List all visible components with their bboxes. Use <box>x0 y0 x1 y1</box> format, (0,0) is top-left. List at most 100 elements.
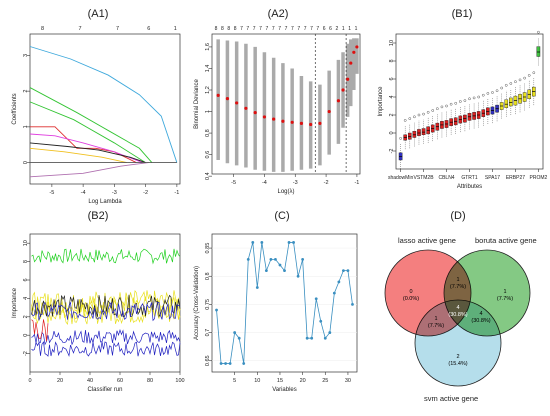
accuracy-point <box>337 280 341 284</box>
box-outlier <box>527 74 531 77</box>
x-tick-label: CBLN4 <box>438 175 454 181</box>
y-tick-label: 0.65 <box>205 355 211 366</box>
accuracy-point <box>219 362 223 365</box>
accuracy-point <box>246 257 250 261</box>
box-outlier <box>422 112 425 116</box>
x-axis-label: Log Lambda <box>88 199 122 205</box>
plot-frame <box>211 33 361 175</box>
x-tick-label: 0 <box>28 378 31 384</box>
x-tick-label: shadowMin <box>388 175 414 181</box>
importance-line <box>31 301 181 322</box>
y-tick-label: 0.7 <box>205 329 211 337</box>
y-tick-label: 0.6 <box>205 151 211 159</box>
accuracy-point <box>228 362 232 365</box>
venn-label-lasso: lasso active gene <box>398 236 456 245</box>
accuracy-point <box>328 331 332 334</box>
accuracy-point <box>278 263 282 267</box>
plot-frame <box>211 233 358 373</box>
box-outlier <box>509 82 513 85</box>
y-tick-label: 1 <box>23 125 29 128</box>
box <box>509 97 513 107</box>
importance-line <box>31 341 181 357</box>
coef-path <box>29 46 178 163</box>
x-tick-label: -3 <box>293 180 298 186</box>
top-count-label: 7 <box>297 26 300 32</box>
top-count-label: 7 <box>285 26 288 32</box>
accuracy-point <box>242 362 246 365</box>
x-tick-label: 20 <box>57 378 63 384</box>
coef-path <box>29 147 127 164</box>
top-count-label: 7 <box>310 26 313 32</box>
box-outlier <box>486 92 490 95</box>
x-tick-label: -5 <box>231 180 236 186</box>
box-outlier <box>459 100 462 103</box>
y-tick-label: -2 <box>23 351 29 356</box>
y-tick-label: 0.4 <box>205 172 211 180</box>
deviance-point <box>309 122 313 127</box>
top-count-label: 7 <box>266 26 269 32</box>
deviance-point <box>341 88 345 92</box>
x-tick-label: 5 <box>233 378 236 384</box>
y-tick-label: 4 <box>23 297 29 300</box>
deviance-point <box>244 106 248 110</box>
box-outlier <box>537 30 540 34</box>
accuracy-point <box>237 336 241 340</box>
accuracy-point <box>287 241 291 244</box>
y-tick-label: -2 <box>389 149 395 154</box>
accuracy-point <box>310 336 314 340</box>
box-outlier <box>413 115 416 119</box>
top-count-label: 7 <box>278 26 281 32</box>
y-tick-label: 4 <box>389 95 395 98</box>
y-tick-label: 2 <box>23 90 29 93</box>
top-count-label: 1 <box>342 26 345 32</box>
box <box>536 46 541 57</box>
deviance-point <box>290 120 294 124</box>
venn-boruta-only-count: 1 <box>503 289 506 295</box>
x-axis-label: Attributes <box>457 184 482 190</box>
deviance-point <box>299 121 304 125</box>
box-outlier <box>504 84 508 87</box>
x-tick-label: 40 <box>87 378 93 384</box>
deviance-point <box>336 99 341 103</box>
x-tick-label: SPA17 <box>485 175 500 181</box>
box-outlier <box>468 97 471 101</box>
box-outlier <box>440 105 444 109</box>
y-tick-label: 0.75 <box>205 299 211 310</box>
panel-title-b2: (B2) <box>87 210 109 222</box>
y-tick-label: 0 <box>23 161 29 164</box>
y-tick-label: 2 <box>389 113 395 116</box>
y-axis-label: Binomial Deviance <box>194 78 200 128</box>
venn-lasso-svm-count: 1 <box>434 316 437 322</box>
y-tick-label: 1.4 <box>205 65 211 73</box>
accuracy-point <box>264 269 268 273</box>
venn-lasso-boruta-count: 1 <box>456 277 459 283</box>
box-outlier <box>403 119 407 122</box>
box-outlier <box>417 113 421 117</box>
venn-label-svm: svm active gene <box>424 394 478 403</box>
y-axis-label: Importance <box>378 86 384 117</box>
accuracy-point <box>260 241 264 244</box>
box-outlier <box>523 76 526 80</box>
box-outlier <box>481 93 485 97</box>
accuracy-point <box>269 257 273 261</box>
box <box>504 99 509 108</box>
deviance-point <box>216 93 220 97</box>
box-outlier <box>532 71 536 74</box>
venn-lasso-boruta-pct: (7.7%) <box>450 284 466 290</box>
x-axis-label: Variables <box>272 387 297 393</box>
accuracy-point <box>296 274 300 278</box>
box-outlier <box>477 95 480 99</box>
x-tick-label: ERBP27 <box>506 175 525 181</box>
top-count-label: 8 <box>215 26 218 32</box>
box-outlier <box>500 86 503 90</box>
x-tick-label: -2 <box>143 190 148 196</box>
venn-boruta-svm-pct: (30.8%) <box>471 318 490 324</box>
x-tick-label: 10 <box>254 378 260 384</box>
coef-path <box>29 162 149 178</box>
deviance-point <box>281 119 285 123</box>
venn-lasso-svm-pct: (7.7%) <box>428 323 444 329</box>
top-count-label: 6 <box>329 26 332 32</box>
accuracy-point <box>323 336 327 340</box>
